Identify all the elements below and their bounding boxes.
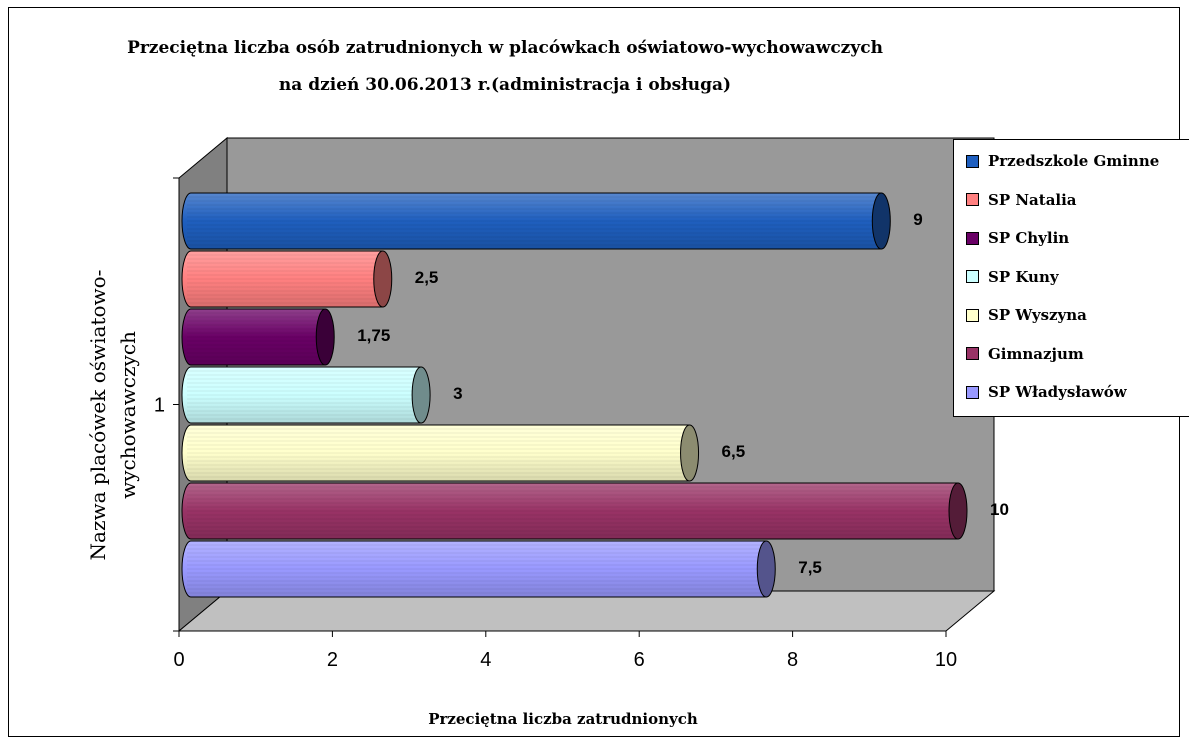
bar-cap-3 <box>315 308 335 366</box>
bars-group: 9 2,5 1,75 3 6,5 10 7,5 <box>181 192 1009 598</box>
bar-5: 6,5 <box>181 424 746 482</box>
legend-label-1: Przedszkole Gminne <box>988 152 1160 170</box>
bar-cap-6 <box>948 482 968 540</box>
bar-body-4 <box>181 366 422 424</box>
axes-group: 0 2 4 6 8 10 1 <box>154 177 957 671</box>
data-label-5: 6,5 <box>722 442 746 461</box>
data-label-2: 2,5 <box>415 268 439 287</box>
bar-body-2 <box>181 250 384 308</box>
data-label-1: 9 <box>913 210 922 229</box>
legend-label-6: Gimnazjum <box>988 344 1084 363</box>
bar-body-1 <box>181 192 882 250</box>
legend-item-1: Przedszkole Gminne <box>966 150 1159 172</box>
chart-title: Przeciętna liczba osób zatrudnionych w p… <box>127 38 883 58</box>
bar-1: 9 <box>181 192 923 250</box>
x-tick-label-1: 2 <box>327 649 338 671</box>
bar-cap-5 <box>680 424 700 482</box>
legend-swatch-5 <box>966 308 979 322</box>
legend-label-3: SP Chylin <box>988 229 1070 247</box>
data-label-3: 1,75 <box>357 326 390 345</box>
bar-cap-4 <box>411 366 431 424</box>
x-tick-label-2: 4 <box>480 649 491 671</box>
legend-label-4: SP Kuny <box>988 267 1059 286</box>
y-tick-label-0: 1 <box>154 395 165 417</box>
legend-item-7: SP Władysławów <box>966 381 1127 403</box>
chart-frame: 9 2,5 1,75 3 6,5 10 7,5 0 2 4 6 8 10 1 Przeciętna li… <box>8 7 1189 737</box>
data-label-6: 10 <box>990 500 1009 519</box>
legend-swatch-7 <box>966 385 979 399</box>
x-axis-title: Przeciętna liczba zatrudnionych <box>428 710 698 728</box>
legend-item-2: SP Natalia <box>966 189 1077 211</box>
chart-svg: 9 2,5 1,75 3 6,5 10 7,5 0 2 4 6 8 10 1 Przeciętna li… <box>86 38 1009 728</box>
legend-label-7: SP Władysławów <box>988 383 1127 401</box>
legend-item-4: SP Kuny <box>966 266 1059 288</box>
bar-body-6 <box>181 482 959 540</box>
bar-body-3 <box>181 308 326 366</box>
legend-item-5: SP Wyszyna <box>966 304 1087 326</box>
bar-body-5 <box>181 424 691 482</box>
legend-swatch-2 <box>966 193 979 206</box>
y-axis-title-line1: Nazwa placówek oświatowo- <box>86 270 110 561</box>
bar-7: 7,5 <box>181 540 822 598</box>
legend-label-2: SP Natalia <box>988 190 1077 209</box>
legend-item-3: SP Chylin <box>966 227 1069 249</box>
bar-cap-7 <box>756 540 776 598</box>
x-tick-label-0: 0 <box>173 649 184 671</box>
data-label-7: 7,5 <box>798 558 822 577</box>
legend-swatch-6 <box>966 347 979 360</box>
bar-cap-1 <box>871 192 891 250</box>
legend-swatch-3 <box>966 231 979 245</box>
legend-swatch-1 <box>966 154 979 168</box>
chart-subtitle: na dzień 30.06.2013 r.(administracja i o… <box>279 75 731 95</box>
legend-swatch-4 <box>966 270 979 283</box>
y-axis-title-line2: wychowawczych <box>116 331 140 499</box>
bar-6: 10 <box>181 482 1009 540</box>
legend-item-6: Gimnazjum <box>966 343 1084 365</box>
bar-3: 1,75 <box>181 308 390 366</box>
x-tick-label-3: 6 <box>634 649 645 671</box>
x-tick-label-5: 10 <box>935 649 957 671</box>
x-tick-label-4: 8 <box>787 649 798 671</box>
bar-4: 3 <box>181 366 463 424</box>
bar-body-7 <box>181 540 767 598</box>
legend-label-5: SP Wyszyna <box>988 306 1087 324</box>
bar-cap-2 <box>373 250 393 308</box>
bar-2: 2,5 <box>181 250 439 308</box>
legend: Przedszkole Gminne SP Natalia SP Chylin SP … <box>953 139 1189 417</box>
data-label-4: 3 <box>453 384 462 403</box>
